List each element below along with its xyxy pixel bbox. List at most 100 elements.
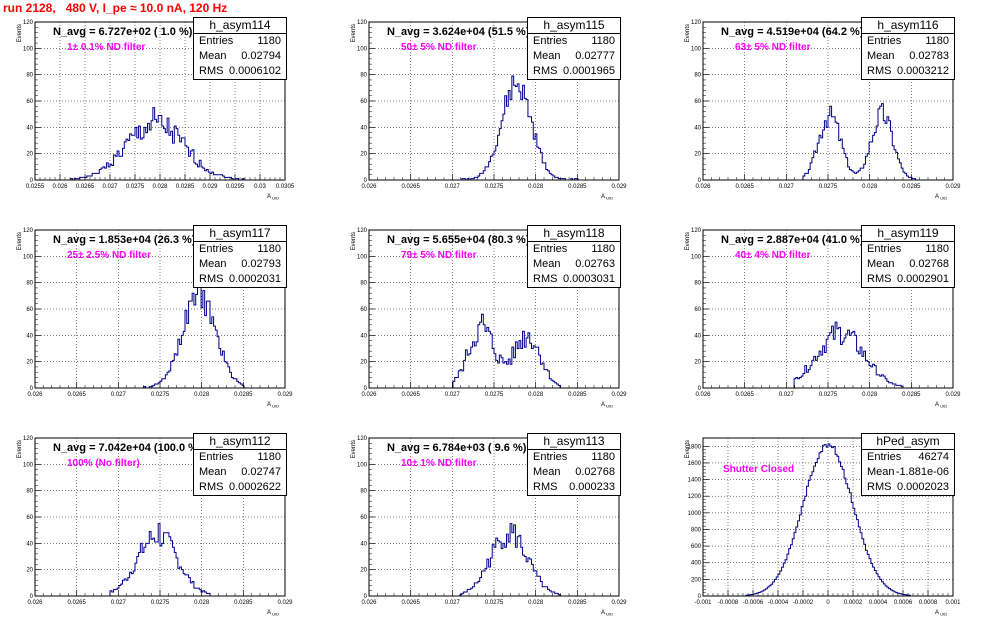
- stats-label: Mean: [867, 50, 895, 62]
- y-tick-label: 80: [26, 73, 33, 79]
- y-axis-label: Events: [685, 24, 691, 42]
- stats-row-entries: Entries 46274: [862, 450, 954, 465]
- stats-row-mean: Mean 0.02763: [528, 257, 620, 272]
- y-tick-label: 0: [364, 386, 368, 392]
- x-tick-label: 0.028: [528, 600, 544, 606]
- stats-value: 1180: [591, 451, 615, 463]
- stats-value: 0.0001965: [563, 65, 615, 77]
- x-tick-label: 0.0275: [151, 600, 170, 606]
- y-tick-label: 20: [26, 152, 33, 158]
- x-tick-label: 0.029: [611, 600, 627, 606]
- y-tick-label: 1200: [688, 494, 702, 500]
- histogram-line: [35, 107, 285, 181]
- stats-label: RMS: [533, 481, 558, 493]
- stats-value: 0.02794: [241, 50, 281, 62]
- histogram-pad-hPed_asym: -0.001 -0.0008 -0.0006 -0.0004 -0.0002 0 0.000…: [673, 428, 996, 628]
- y-tick-label: 20: [360, 568, 367, 574]
- x-tick-label: -0.0008: [718, 600, 739, 606]
- filter-label: 100% (No filter): [67, 458, 140, 469]
- histogram-svg: 0.026 0.0265 0.027 0.0275 0.028 0.0285 0.029 0 2…: [351, 20, 627, 201]
- y-tick-label: 40: [360, 333, 367, 339]
- y-tick-label: 100: [23, 46, 34, 52]
- x-tick-label: -0.0002: [793, 600, 814, 606]
- stats-value: 0.0002023: [897, 481, 949, 493]
- x-axis-label: A UID: [935, 610, 947, 617]
- filter-label: 10± 1% ND filter: [401, 458, 477, 469]
- stats-row-rms: RMS 0.0001965: [528, 64, 620, 79]
- stats-box-title: h_asym112: [194, 434, 286, 450]
- x-axis-label: A UID: [601, 610, 613, 617]
- y-tick-label: 400: [691, 561, 702, 567]
- stats-label: RMS: [199, 481, 224, 493]
- stats-box-title: h_asym118: [528, 226, 620, 242]
- x-tick-label: 0.029: [277, 392, 293, 398]
- stats-label: Entries: [533, 243, 568, 255]
- x-tick-label: 0.0285: [234, 392, 253, 398]
- histogram-pad-h_asym114: 0.0255 0.026 0.0265 0.027 0.0275 0.028 0.0285 0…: [5, 12, 330, 212]
- navg-label: N_avg = 5.655e+04 (80.3 %): [387, 234, 530, 246]
- y-tick-label: 0: [30, 386, 34, 392]
- navg-label: N_avg = 1.853e+04 (26.3 %): [53, 234, 196, 246]
- y-tick-label: 120: [23, 436, 34, 442]
- stats-label: Mean: [533, 258, 561, 270]
- stats-row-entries: Entries 1180: [528, 242, 620, 257]
- navg-label: N_avg = 2.887e+04 (41.0 %): [721, 234, 864, 246]
- stats-box: h_asym112 Entries 1180 Mean 0.02747 RMS 0.0002…: [193, 433, 287, 496]
- stats-value: 1180: [257, 243, 281, 255]
- x-axis-label: A UID: [601, 194, 613, 201]
- x-tick-label: 0.026: [361, 600, 377, 606]
- stats-label: Entries: [199, 451, 234, 463]
- y-tick-label: 80: [26, 281, 33, 287]
- stats-label: RMS: [533, 273, 558, 285]
- y-tick-label: 80: [694, 281, 701, 287]
- stats-value: 0.0002622: [229, 481, 281, 493]
- x-tick-label: 0.029: [611, 184, 627, 190]
- x-tick-label: 0.0275: [151, 392, 170, 398]
- x-tick-label: 0.0275: [819, 184, 838, 190]
- stats-row-rms: RMS 0.0006102: [194, 64, 286, 79]
- y-tick-label: 0: [698, 178, 702, 184]
- y-tick-label: 40: [360, 541, 367, 547]
- y-tick-label: 40: [26, 541, 33, 547]
- stats-row-mean: Mean 0.02794: [194, 49, 286, 64]
- stats-box: h_asym114 Entries 1180 Mean 0.02794 RMS 0.0006…: [193, 17, 287, 80]
- stats-label: Mean: [199, 258, 227, 270]
- x-tick-label: 0.0285: [568, 184, 587, 190]
- stats-label: RMS: [867, 273, 892, 285]
- stats-box-title: h_asym115: [528, 18, 620, 34]
- y-tick-label: 100: [23, 254, 34, 260]
- y-tick-label: 100: [357, 46, 368, 52]
- y-tick-label: 80: [360, 281, 367, 287]
- y-tick-label: 100: [23, 462, 34, 468]
- x-tick-label: 0.028: [194, 392, 210, 398]
- stats-value: 1180: [925, 35, 949, 47]
- histogram-line: [369, 313, 619, 389]
- histogram-svg: 0.026 0.0265 0.027 0.0275 0.028 0.0285 0.029 0 2…: [351, 228, 627, 409]
- y-tick-label: 80: [26, 489, 33, 495]
- x-tick-label: 0.027: [445, 392, 461, 398]
- stats-value: 46274: [918, 451, 949, 463]
- y-tick-label: 80: [694, 73, 701, 79]
- y-tick-label: 120: [691, 228, 702, 234]
- stats-box-title: hPed_asym: [862, 434, 954, 450]
- filter-label: Shutter Closed: [723, 464, 795, 475]
- x-tick-label: 0.028: [152, 184, 168, 190]
- x-axis-label: A UID: [267, 402, 279, 409]
- stats-label: Mean: [533, 466, 561, 478]
- x-tick-label: 0.001: [945, 600, 961, 606]
- y-tick-label: 120: [357, 20, 368, 26]
- stats-label: Entries: [533, 35, 568, 47]
- y-tick-label: 40: [26, 125, 33, 131]
- stats-value: 0.02768: [909, 258, 949, 270]
- y-axis-label: Events: [685, 440, 691, 458]
- stats-row-mean: Mean 0.02747: [194, 465, 286, 480]
- histogram-line: [703, 443, 953, 597]
- stats-row-mean: Mean 0.02768: [528, 465, 620, 480]
- histogram-pad-h_asym117: 0.026 0.0265 0.027 0.0275 0.028 0.0285 0.029 0 2…: [5, 220, 330, 420]
- y-tick-label: 0: [364, 178, 368, 184]
- x-tick-label: 0.0305: [276, 184, 295, 190]
- x-tick-label: 0.0004: [869, 600, 888, 606]
- stats-box: h_asym115 Entries 1180 Mean 0.02777 RMS 0.0001…: [527, 17, 621, 80]
- y-axis-label: Events: [17, 232, 23, 250]
- y-tick-label: 20: [694, 360, 701, 366]
